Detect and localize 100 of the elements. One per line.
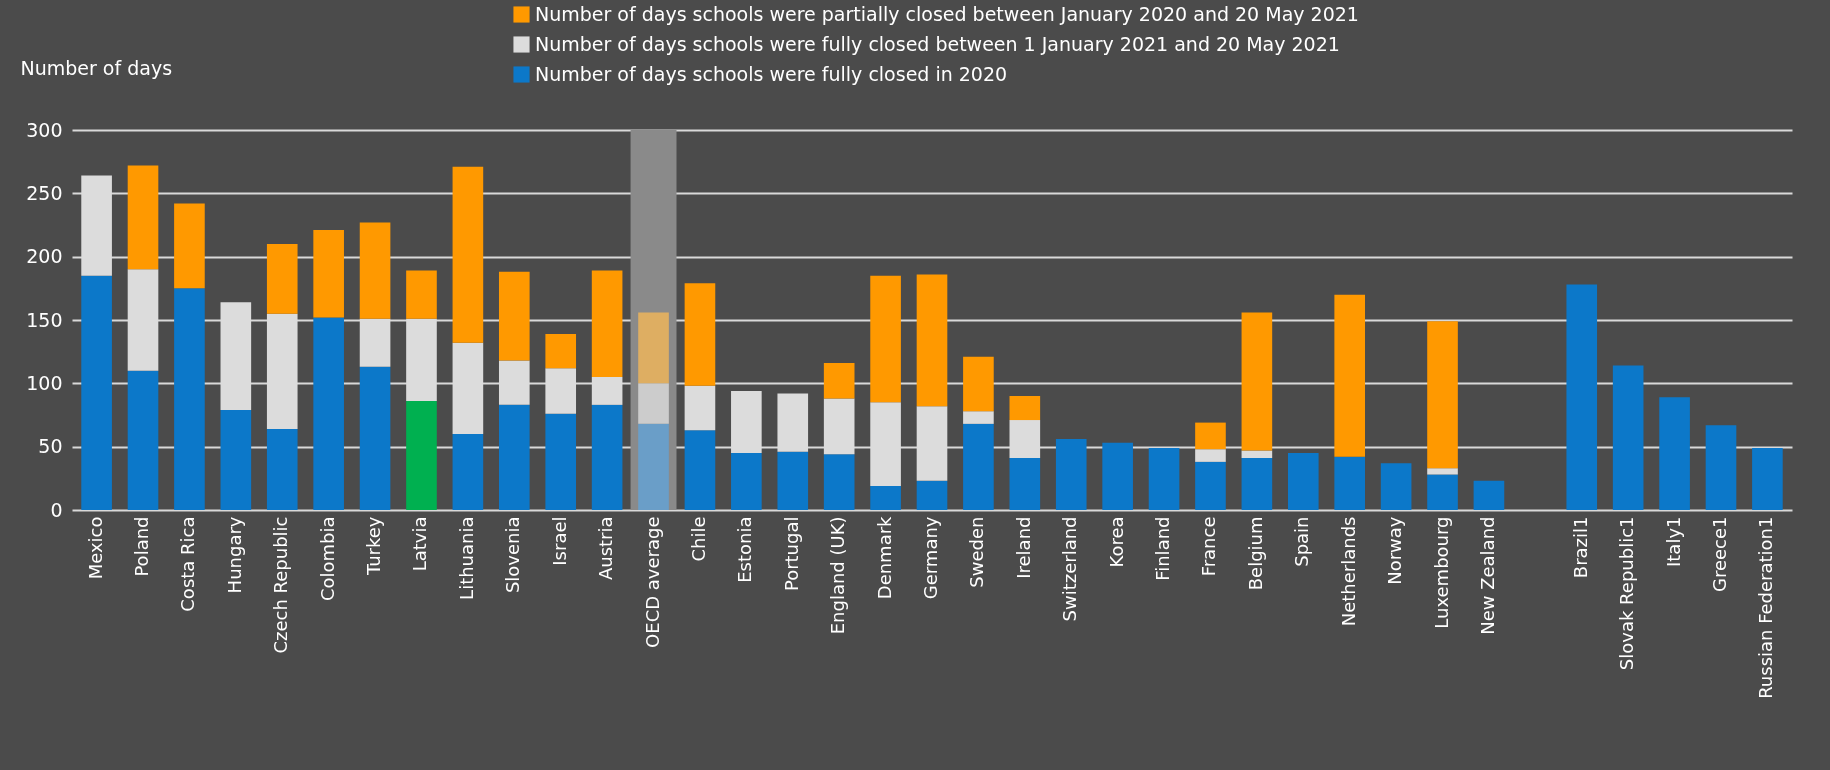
legend-label: Number of days schools were fully closed in 2020 <box>535 62 1008 85</box>
x-tick-label: New Zealand <box>1476 516 1498 635</box>
x-tick-label: Chile <box>687 516 709 562</box>
x-tick-label: Mexico <box>84 516 106 580</box>
bar <box>731 453 762 510</box>
bar <box>1612 365 1644 510</box>
x-tick-label: Russian Federation1 <box>1755 516 1777 699</box>
bar <box>545 333 577 369</box>
x-tick-label: Belgium <box>1244 516 1266 591</box>
x-tick-label: Israel <box>548 516 570 566</box>
bar <box>1380 463 1412 510</box>
bar <box>1334 456 1366 510</box>
bar <box>266 428 298 510</box>
bar <box>916 274 948 407</box>
bar <box>313 230 344 318</box>
bar <box>1334 294 1366 457</box>
bar <box>1566 284 1598 510</box>
bar <box>220 409 252 510</box>
bar <box>81 275 112 510</box>
x-tick-label: Slovenia <box>502 516 524 594</box>
bar <box>823 454 855 510</box>
bar <box>823 363 855 399</box>
bar <box>1427 474 1458 510</box>
x-tick-label: Spain <box>1291 516 1313 567</box>
x-tick-label: Latvia <box>409 516 431 572</box>
bar <box>313 317 344 510</box>
y-axis-title: Number of days <box>20 56 173 79</box>
bar <box>638 423 669 510</box>
bar <box>498 271 530 361</box>
bar <box>359 366 391 510</box>
bar <box>1241 450 1273 459</box>
x-tick-label: Czech Republic <box>270 516 292 654</box>
bar <box>591 404 623 510</box>
x-tick-label: Ireland <box>1012 516 1034 579</box>
y-tick-label: 0 <box>50 498 63 521</box>
x-tick-label: Colombia <box>316 516 338 602</box>
bar <box>963 423 994 510</box>
bar <box>1241 312 1273 451</box>
bar <box>1427 321 1458 469</box>
bar <box>1473 480 1505 510</box>
x-tick-label: Lithuania <box>455 516 477 600</box>
x-tick-label: Netherlands <box>1337 516 1359 627</box>
bar <box>174 203 205 289</box>
bar <box>545 413 577 510</box>
x-tick-label: Finland <box>1152 516 1174 581</box>
x-tick-label: OECD average <box>641 516 663 648</box>
bar <box>870 275 901 403</box>
x-tick-label: Hungary <box>223 516 245 594</box>
bar <box>638 312 669 384</box>
x-tick-label: Estonia <box>734 516 756 583</box>
y-tick-label: 150 <box>26 308 63 331</box>
x-tick-label: Brazil1 <box>1569 516 1591 579</box>
x-tick-label: Portugal <box>780 516 802 592</box>
bar <box>452 434 484 510</box>
x-tick-label: Italy1 <box>1662 516 1684 568</box>
bar <box>359 222 391 319</box>
bar <box>1102 442 1133 510</box>
x-tick-label: Poland <box>131 516 153 577</box>
bar <box>1055 439 1087 510</box>
x-tick-label: Denmark <box>873 515 895 600</box>
bar <box>684 430 716 510</box>
bar <box>1009 458 1041 510</box>
bar <box>1427 468 1458 475</box>
bar <box>1241 458 1273 510</box>
x-tick-label: Greece1 <box>1708 516 1730 593</box>
bar <box>1752 447 1783 510</box>
bar <box>174 288 205 510</box>
x-tick-label: France <box>1198 516 1220 577</box>
bar <box>916 480 948 510</box>
x-tick-label: Norway <box>1384 516 1406 585</box>
bar <box>127 165 159 270</box>
bar <box>1009 396 1041 421</box>
bar <box>777 451 809 510</box>
y-tick-label: 300 <box>26 118 63 141</box>
x-tick-label: Korea <box>1105 516 1127 568</box>
bar <box>127 370 159 510</box>
bar <box>684 385 716 431</box>
y-tick-label: 100 <box>26 371 63 394</box>
x-tick-label: Turkey <box>363 516 385 577</box>
x-tick-label: Slovak Republic1 <box>1616 516 1638 671</box>
bar <box>1195 461 1226 510</box>
bar <box>1705 425 1737 510</box>
x-tick-label: Luxembourg <box>1430 516 1452 629</box>
x-tick-label: England (UK) <box>827 516 849 635</box>
y-tick-label: 50 <box>38 435 63 458</box>
bar <box>452 166 484 343</box>
bar <box>684 283 716 386</box>
bar <box>266 244 298 314</box>
bar <box>963 356 994 412</box>
bar <box>963 411 994 424</box>
x-tick-label: Sweden <box>966 516 988 588</box>
bar <box>1287 453 1319 510</box>
x-tick-label: Austria <box>595 516 617 581</box>
bar <box>498 404 530 510</box>
x-tick-label: Costa Rica <box>177 516 199 612</box>
bar <box>870 485 901 510</box>
legend-label: Number of days schools were fully closed between 1 January 2021 and 20 May 2021 <box>535 32 1340 55</box>
bar <box>1659 397 1690 510</box>
bar <box>638 383 669 424</box>
bar <box>406 401 437 510</box>
